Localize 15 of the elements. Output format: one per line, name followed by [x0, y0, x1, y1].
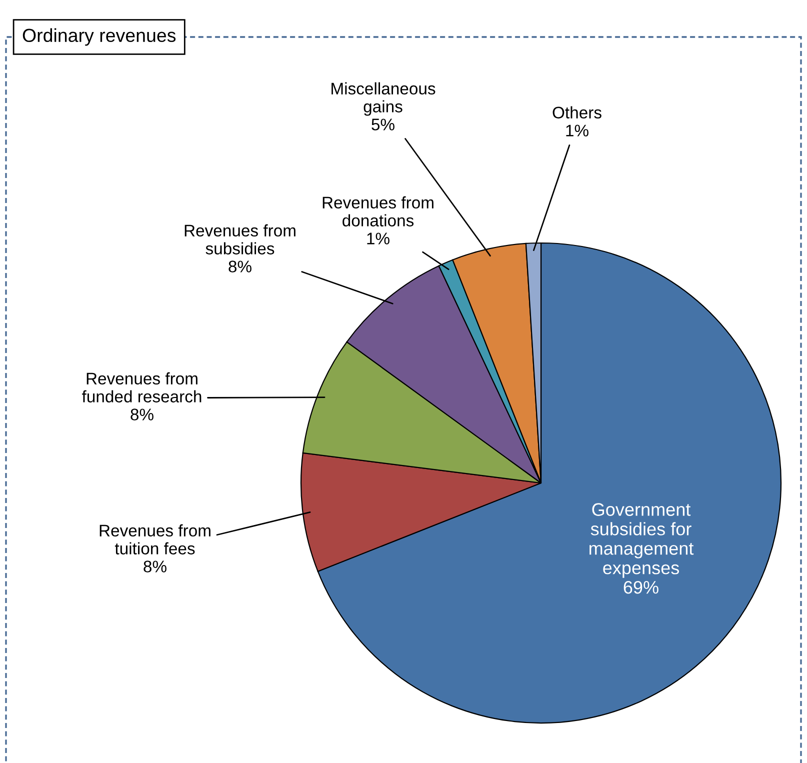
slice-label: Miscellaneous gains: [332, 82, 436, 116]
slice-label: Government subsidies for management expenses: [590, 503, 694, 578]
data-label: 1%: [367, 232, 390, 244]
chart-title: Ordinary revenues: [22, 28, 176, 46]
data-label: 5%: [372, 118, 394, 130]
slice-label: Revenues from tuition fees: [100, 524, 210, 554]
slice-label: Revenues from subsidies: [184, 224, 296, 254]
slice-label: Revenues from funded research: [82, 372, 202, 402]
slice-label: Revenues from donations: [322, 196, 434, 226]
data-label: 8%: [144, 560, 166, 572]
data-label: 69%: [624, 580, 658, 594]
slice-label: Others: [552, 106, 602, 118]
data-label: 1%: [566, 124, 588, 136]
data-label: 8%: [228, 260, 252, 272]
data-label: 8%: [130, 408, 154, 420]
